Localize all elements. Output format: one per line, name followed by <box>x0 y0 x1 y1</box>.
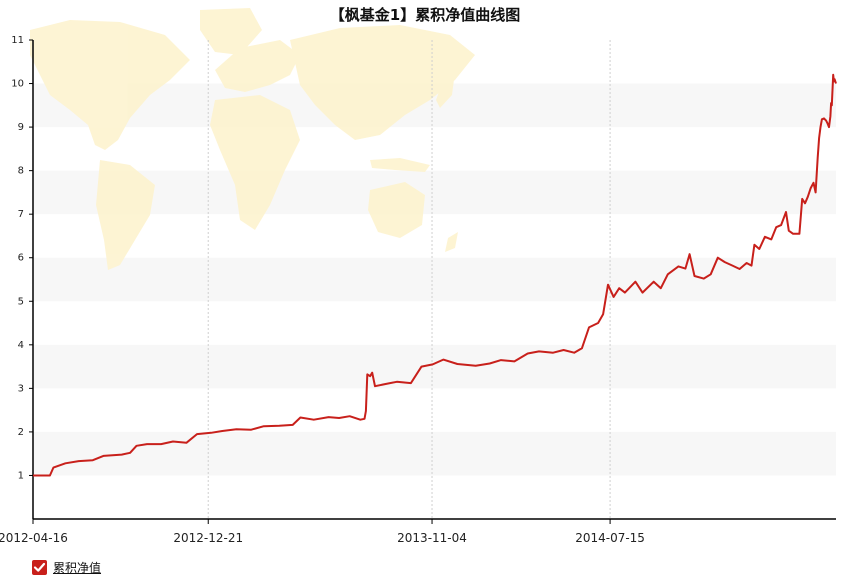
x-tick-label: 2012-04-16 <box>0 531 68 545</box>
y-tick-label: 5 <box>18 296 24 307</box>
y-tick-label: 3 <box>18 383 24 394</box>
map-new-zealand <box>445 232 458 252</box>
chart-title: 【枫基金1】累积净值曲线图 <box>329 6 521 24</box>
grid-band <box>33 344 836 389</box>
y-tick-label: 7 <box>18 209 24 220</box>
world-map-background <box>30 8 475 270</box>
map-greenland <box>200 8 262 55</box>
map-australia <box>368 182 425 238</box>
y-tick-label: 9 <box>18 122 24 133</box>
y-tick-label: 6 <box>18 253 24 264</box>
y-tick-label: 11 <box>11 35 24 46</box>
y-tick-label: 2 <box>18 427 24 438</box>
grid-band <box>33 257 836 302</box>
x-tick-label: 2014-07-15 <box>575 531 645 545</box>
axes <box>29 39 836 524</box>
map-africa <box>210 95 300 230</box>
map-indonesia <box>370 158 430 172</box>
series-layer <box>33 73 837 477</box>
grid-band <box>33 170 836 215</box>
map-south-america <box>96 160 155 270</box>
legend-item-series[interactable]: 累积净值 <box>32 558 101 576</box>
y-tick-label: 10 <box>11 79 24 90</box>
tick-labels: 1 2 3 4 5 6 7 8 9 10 11 2012-04-16 2012-12-21 2013-11… <box>0 35 645 545</box>
grid-band <box>33 431 836 476</box>
y-tick-label: 1 <box>18 470 24 481</box>
checkbox-checked-icon[interactable] <box>32 559 47 575</box>
map-europe <box>215 40 300 92</box>
map-north-america <box>30 20 190 150</box>
x-tick-label: 2013-11-04 <box>397 531 467 545</box>
legend-label: 累积净值 <box>53 560 102 575</box>
map-japan <box>436 72 455 108</box>
x-tick-label: 2012-12-21 <box>173 531 243 545</box>
y-tick-label: 4 <box>18 340 24 351</box>
series-line <box>33 73 837 477</box>
grid-bands <box>33 83 836 476</box>
y-tick-label: 8 <box>18 166 24 177</box>
map-asia <box>290 25 475 140</box>
